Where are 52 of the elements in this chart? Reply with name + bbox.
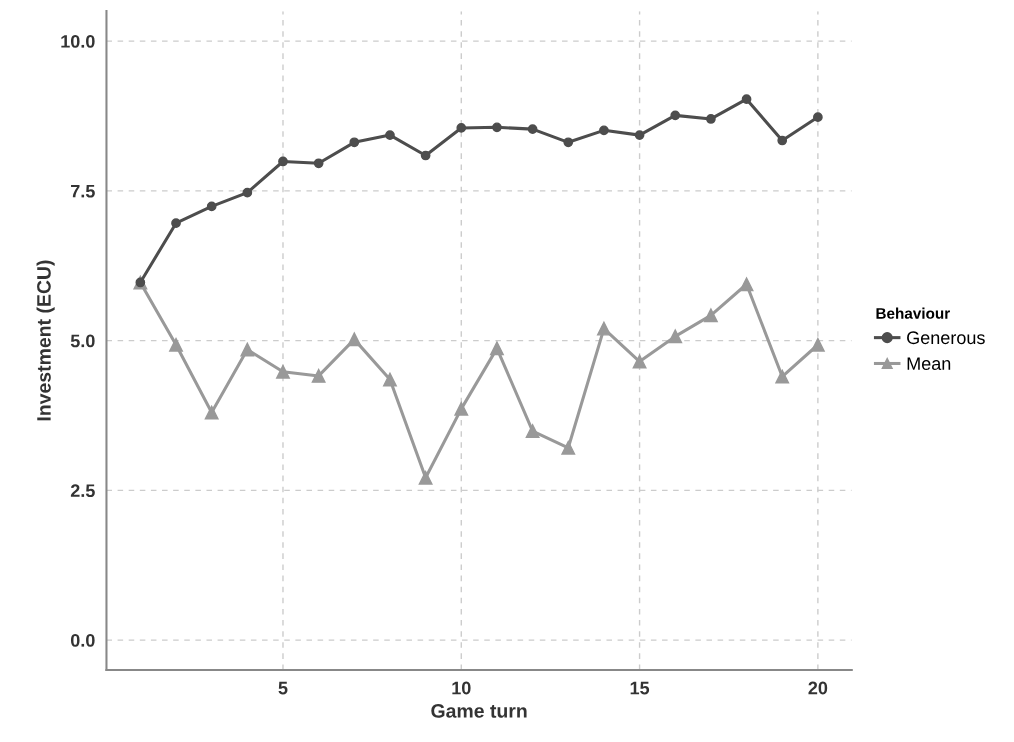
legend-label: Generous — [907, 331, 985, 345]
point — [492, 122, 502, 133]
point — [204, 405, 219, 420]
point — [741, 94, 752, 105]
point — [418, 470, 433, 485]
point — [278, 156, 288, 167]
point — [634, 130, 645, 140]
legend-title: Behaviour — [876, 307, 950, 319]
point — [489, 341, 504, 356]
point — [420, 150, 431, 161]
point — [596, 321, 611, 336]
legend-label: Mean — [907, 357, 951, 370]
point — [385, 130, 395, 140]
y-tick-label: 5.0 — [70, 334, 95, 348]
y-axis-title: Investment (ECU) — [36, 260, 55, 421]
x-tick-label: 15 — [630, 681, 650, 695]
point — [777, 135, 788, 146]
point — [668, 329, 683, 344]
point — [313, 158, 324, 169]
point — [383, 372, 397, 387]
point — [810, 337, 825, 352]
point — [632, 354, 647, 369]
point — [311, 368, 326, 383]
point — [456, 123, 467, 133]
point — [171, 218, 181, 229]
point — [347, 332, 362, 347]
y-tick-label: 2.5 — [70, 484, 95, 498]
y-tick-label: 7.5 — [71, 184, 95, 198]
point — [813, 112, 823, 123]
x-tick-label: 20 — [808, 681, 828, 695]
y-tick-label: 0.0 — [70, 634, 95, 647]
point — [561, 440, 576, 455]
point — [775, 369, 790, 384]
point — [563, 137, 574, 148]
point — [242, 187, 253, 198]
x-axis-title: Game turn — [431, 704, 527, 718]
point — [527, 124, 538, 134]
point — [706, 114, 716, 124]
point — [670, 110, 681, 121]
point — [240, 342, 255, 357]
point — [349, 137, 360, 148]
point — [599, 125, 609, 136]
point — [739, 277, 754, 292]
x-tick-label: 5 — [278, 681, 288, 695]
point — [169, 337, 183, 352]
y-tick-label: 10.0 — [61, 35, 95, 48]
point — [454, 401, 469, 416]
point — [525, 424, 540, 438]
x-tick-label: 10 — [452, 681, 471, 695]
point — [703, 308, 718, 323]
point — [206, 201, 217, 212]
point — [276, 364, 290, 379]
